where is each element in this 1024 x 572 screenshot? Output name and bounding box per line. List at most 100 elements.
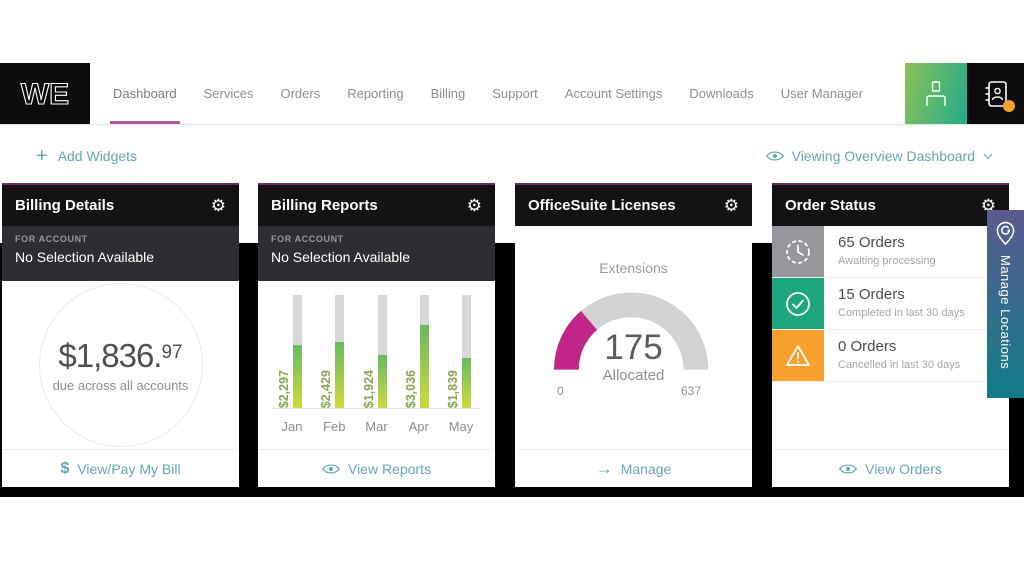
gear-icon[interactable]: ⚙ [980,196,996,215]
nav-item-reporting[interactable]: Reporting [347,86,404,101]
nav-item-billing[interactable]: Billing [430,86,466,101]
widget-billing-reports: Billing Reports ⚙ FOR ACCOUNT No Selecti… [258,183,495,487]
month-label: Mar [365,419,388,434]
widget-header: Order Status ⚙ [772,183,1009,226]
billing-bar-chart: $2,297 $2,429 $1,924 $3,036 $1,839 [272,281,481,409]
month-label: Feb [323,419,346,434]
widget-title: Order Status [785,197,876,214]
widget-title: Billing Reports [271,197,378,214]
nav-item-account-settings[interactable]: Account Settings [564,86,663,101]
gauge-title: Extensions [599,260,668,276]
gauge-value: 175 [604,328,663,367]
order-count: 15 Orders [838,286,905,303]
bar-fill [462,357,471,408]
nav-item-services[interactable]: Services [203,86,254,101]
order-row-completed[interactable]: 15 Orders Completed in last 30 days [772,278,1009,330]
month-label: May [448,419,474,434]
bar-value-label: $3,036 [403,369,418,408]
nav-item-downloads[interactable]: Downloads [689,86,754,101]
widget-title: OfficeSuite Licenses [528,197,676,214]
view-orders-link[interactable]: View Orders [772,449,1009,487]
person-icon [926,80,946,106]
manage-licenses-link[interactable]: → Manage [515,449,752,487]
licenses-gauge [553,292,708,371]
chart-x-axis-labels: Jan Feb Mar Apr May [272,409,481,434]
bar-fill [377,355,387,408]
eye-icon [765,151,784,161]
amount-due: $1,836.97 [58,337,183,374]
eye-icon [321,463,340,474]
amount-circle: $1,836.97 due across all accounts [38,283,203,447]
bar-feb: $2,429 [319,295,347,408]
gear-icon[interactable]: ⚙ [723,196,739,215]
bar-value-label: $1,924 [361,369,376,408]
account-selection-value: No Selection Available [271,249,411,265]
bar-value-label: $2,429 [319,369,334,408]
contacts-button[interactable] [967,63,1024,124]
top-nav: WE Dashboard Services Orders Reporting B… [0,63,1024,125]
svg-text:WE: WE [21,78,69,111]
gauge-caption: Allocated [602,367,665,384]
add-widgets-label: Add Widgets [57,148,138,164]
amount-caption: due across all accounts [52,378,189,393]
month-label: Jan [281,419,303,434]
gauge-min-label: 0 [557,384,564,398]
bar-apr: $3,036 [403,295,432,408]
order-count: 0 Orders [838,338,897,355]
order-row-awaiting[interactable]: 65 Orders Awaiting processing [772,226,1009,278]
bar-fill [335,341,345,408]
gear-icon[interactable]: ⚙ [466,196,482,215]
check-circle-icon [786,291,810,316]
order-caption: Cancelled in last 30 days [838,359,961,371]
nav-item-dashboard[interactable]: Dashboard [110,86,180,124]
order-count: 65 Orders [838,234,905,251]
view-pay-bill-link[interactable]: $ View/Pay My Bill [2,449,239,487]
clock-icon [786,239,810,264]
gauge-fill-arc [553,292,708,371]
order-row-cancelled[interactable]: 0 Orders Cancelled in last 30 days [772,330,1009,382]
amount-cents: 97 [161,342,183,363]
eye-icon [839,463,858,474]
bar-may: $1,839 [446,295,474,408]
widget-header: OfficeSuite Licenses ⚙ [515,183,752,226]
gauge-max-label: 637 [681,384,702,398]
widget-billing-details: Billing Details ⚙ FOR ACCOUNT No Selecti… [2,183,239,487]
notification-dot [1003,100,1015,112]
widget-officesuite-licenses: OfficeSuite Licenses ⚙ Extensions 175 Al… [515,183,752,487]
gear-icon[interactable]: ⚙ [210,196,226,215]
bar-fill [293,345,302,408]
bar-track [419,295,429,408]
user-profile-button[interactable] [905,63,967,124]
nav-item-orders[interactable]: Orders [280,86,321,101]
nav-item-support[interactable]: Support [492,86,538,101]
add-widgets-button[interactable]: + Add Widgets [36,146,137,166]
nav-item-user-manager[interactable]: User Manager [780,86,864,101]
logo[interactable]: WE [0,63,90,124]
view-reports-link[interactable]: View Reports [258,449,495,487]
for-account-label: FOR ACCOUNT [271,234,344,244]
for-account-bar: FOR ACCOUNT No Selection Available [2,226,239,281]
month-label: Apr [408,419,429,434]
location-pin-icon [996,221,1015,246]
widget-title: Billing Details [15,197,115,214]
order-caption: Completed in last 30 days [838,307,965,319]
bar-track [335,295,345,408]
we-logo-icon: WE [20,77,69,111]
address-book-icon [985,80,1007,107]
order-caption: Awaiting processing [838,255,936,267]
bar-value-label: $1,839 [446,369,460,408]
plus-icon: + [36,145,48,167]
manage-locations-tab[interactable]: Manage Locations [987,210,1024,398]
for-account-label: FOR ACCOUNT [15,234,88,244]
bar-track [462,295,471,408]
bar-jan: $2,297 [277,295,305,408]
widget-order-status: Order Status ⚙ 65 Orders Awaiting proces… [772,183,1009,487]
bar-track [377,295,387,408]
arrow-right-icon: → [595,458,613,478]
widget-header: Billing Details ⚙ [2,183,239,226]
viewing-label: Viewing Overview Dashboard [791,148,975,164]
warning-triangle-icon [786,344,810,366]
bar-mar: $1,924 [361,295,390,408]
for-account-bar: FOR ACCOUNT No Selection Available [258,226,495,281]
dashboard-view-selector[interactable]: Viewing Overview Dashboard [765,148,993,164]
